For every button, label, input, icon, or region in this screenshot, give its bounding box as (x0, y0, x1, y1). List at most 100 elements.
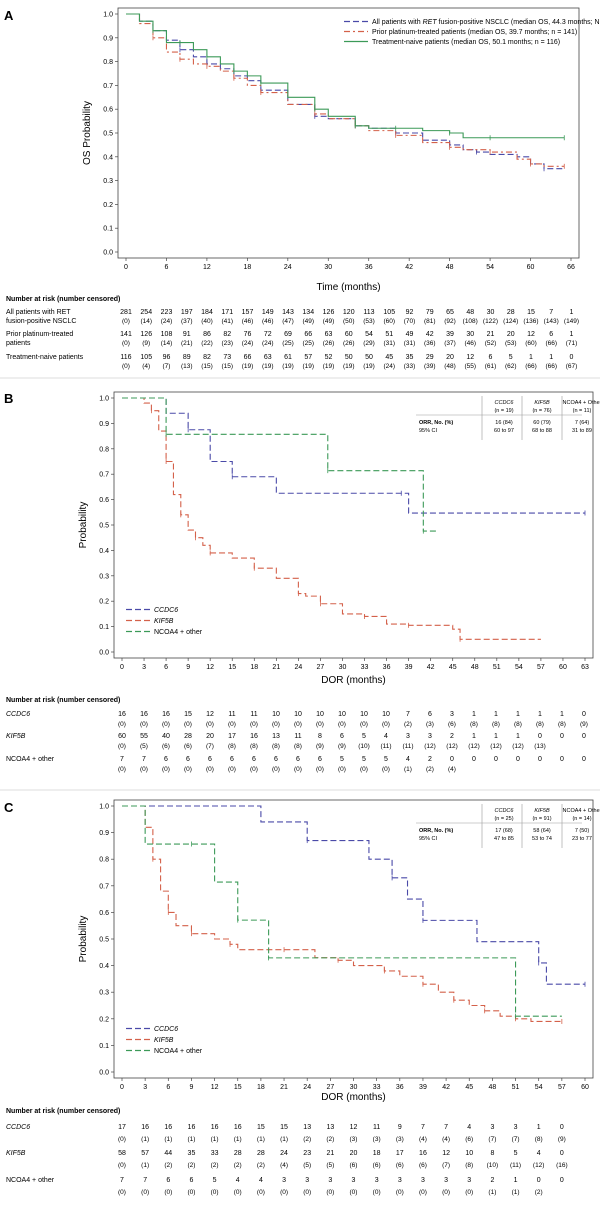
risk-censored: (2) (535, 1189, 543, 1196)
risk-censored: (31) (383, 340, 395, 347)
orr-subheader: (n = 76) (532, 408, 551, 414)
x-tick-label: 60 (527, 264, 535, 271)
x-tick-label: 63 (581, 664, 589, 671)
risk-count: 113 (363, 309, 374, 316)
risk-count: 45 (385, 354, 393, 361)
panel-letter: A (4, 8, 14, 23)
risk-censored: (1) (404, 766, 412, 773)
risk-count: 1 (472, 733, 476, 740)
risk-censored: (0) (373, 1189, 381, 1196)
risk-count: 6 (186, 756, 190, 763)
orr-header: KIF5B (534, 400, 550, 406)
risk-count: 55 (140, 733, 148, 740)
risk-censored: (12) (533, 1162, 545, 1169)
risk-count: 105 (140, 354, 152, 361)
risk-censored: (124) (503, 318, 518, 325)
orr-subheader: (n = 25) (494, 816, 513, 822)
risk-count: 116 (120, 354, 131, 361)
risk-censored: (1) (257, 1136, 265, 1143)
orr-value: 31 to 89 (572, 428, 592, 434)
risk-censored: (6) (465, 1136, 473, 1143)
risk-censored: (0) (396, 1189, 404, 1196)
risk-count: 73 (223, 354, 231, 361)
risk-censored: (71) (566, 340, 578, 347)
x-tick-label: 60 (559, 664, 567, 671)
risk-count: 17 (118, 1124, 126, 1131)
risk-count: 0 (494, 756, 498, 763)
risk-count: 13 (272, 733, 280, 740)
risk-count: 6 (489, 354, 493, 361)
risk-censored: (9) (558, 1136, 566, 1143)
risk-censored: (0) (164, 1189, 172, 1196)
y-tick-label: 0.1 (99, 624, 109, 631)
risk-count: 61 (284, 354, 292, 361)
x-tick-label: 15 (234, 1084, 242, 1091)
y-tick-label: 0.6 (103, 107, 113, 114)
x-tick-label: 9 (189, 1084, 193, 1091)
risk-count: 15 (184, 711, 192, 718)
risk-censored: (6) (373, 1162, 381, 1169)
orr-value: 23 to 77 (572, 836, 592, 842)
y-tick-label: 0.7 (99, 883, 109, 890)
risk-censored: (1) (488, 1189, 496, 1196)
risk-censored: (12) (424, 743, 436, 750)
legend-entry: CCDC6 (154, 607, 178, 614)
orr-value: 68 to 88 (532, 428, 552, 434)
risk-censored: (0) (465, 1189, 473, 1196)
risk-count: 134 (302, 309, 314, 316)
risk-count: 2 (450, 733, 454, 740)
x-axis-label: Time (months) (316, 282, 380, 293)
risk-censored: (9) (580, 721, 588, 728)
risk-censored: (22) (201, 340, 213, 347)
risk-count: 1 (570, 309, 574, 316)
risk-count: 105 (383, 309, 395, 316)
risk-censored: (108) (463, 318, 478, 325)
risk-count: 1 (494, 733, 498, 740)
risk-count: 65 (446, 309, 454, 316)
risk-censored: (1) (512, 1189, 520, 1196)
y-tick-label: 0.5 (99, 523, 109, 530)
risk-censored: (0) (141, 1189, 149, 1196)
risk-count: 30 (466, 331, 474, 338)
x-tick-label: 15 (228, 664, 236, 671)
x-tick-label: 0 (124, 264, 128, 271)
risk-count: 42 (426, 331, 434, 338)
risk-censored: (14) (161, 340, 173, 347)
risk-count: 126 (323, 309, 335, 316)
risk-count: 4 (384, 733, 388, 740)
risk-censored: (6) (396, 1162, 404, 1169)
risk-censored: (0) (272, 766, 280, 773)
y-tick-label: 0.8 (99, 857, 109, 864)
y-tick-label: 0.5 (103, 131, 113, 138)
risk-censored: (19) (343, 363, 355, 370)
risk-censored: (2) (426, 766, 434, 773)
y-tick-label: 0.0 (99, 1070, 109, 1077)
risk-count: 141 (120, 331, 132, 338)
risk-count: 2 (490, 1177, 494, 1184)
x-tick-label: 36 (383, 664, 391, 671)
risk-row-label: fusion-positive NSCLC (6, 318, 76, 325)
panel-letter: B (4, 391, 13, 406)
risk-censored: (0) (206, 766, 214, 773)
risk-censored: (6) (350, 1162, 358, 1169)
risk-count: 3 (375, 1177, 379, 1184)
orr-table-B: CCDC6 KIF5B NCOA4 + Other (n = 19) (n = 76) (… (416, 396, 600, 440)
y-tick-label: 1.0 (99, 804, 109, 811)
orr-value: 60 to 97 (494, 428, 514, 434)
y-axis-label: OS Probability (82, 101, 93, 165)
km-curve-series-0 (126, 13, 565, 170)
risk-count: 29 (426, 354, 434, 361)
risk-censored: (19) (323, 363, 335, 370)
risk-censored: (5) (326, 1162, 334, 1169)
x-tick-label: 27 (317, 664, 325, 671)
risk-censored: (0) (316, 766, 324, 773)
risk-censored: (12) (490, 743, 502, 750)
risk-count: 12 (466, 354, 474, 361)
risk-count: 6 (274, 756, 278, 763)
risk-count: 5 (509, 354, 513, 361)
risk-censored: (12) (446, 743, 458, 750)
x-tick-label: 51 (512, 1084, 520, 1091)
risk-count: 11 (373, 1124, 380, 1131)
risk-censored: (122) (483, 318, 498, 325)
orr-value: 60 (79) (533, 420, 551, 426)
